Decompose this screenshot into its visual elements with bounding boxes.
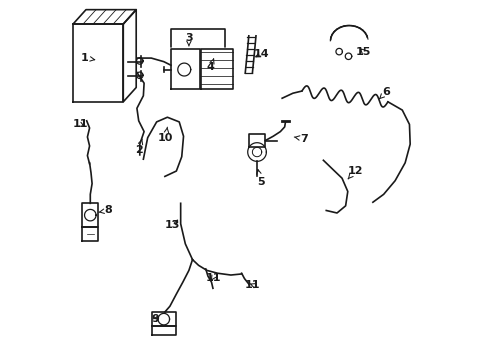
Text: 2: 2 [135,139,142,154]
Text: 11: 11 [72,120,88,129]
Text: 10: 10 [158,127,173,143]
Text: 7: 7 [294,134,307,144]
Text: 11: 11 [205,273,220,283]
Text: 1: 1 [81,53,95,63]
Text: 5: 5 [256,170,264,187]
Text: 9: 9 [151,314,159,324]
Text: 3: 3 [185,33,192,46]
Text: 4: 4 [206,59,214,72]
Text: 6: 6 [379,87,389,99]
Text: 11: 11 [244,280,260,290]
Text: 15: 15 [355,46,370,57]
Text: 13: 13 [164,220,180,230]
Text: 8: 8 [99,206,112,216]
Text: 14: 14 [253,49,269,59]
Text: 12: 12 [346,166,362,179]
